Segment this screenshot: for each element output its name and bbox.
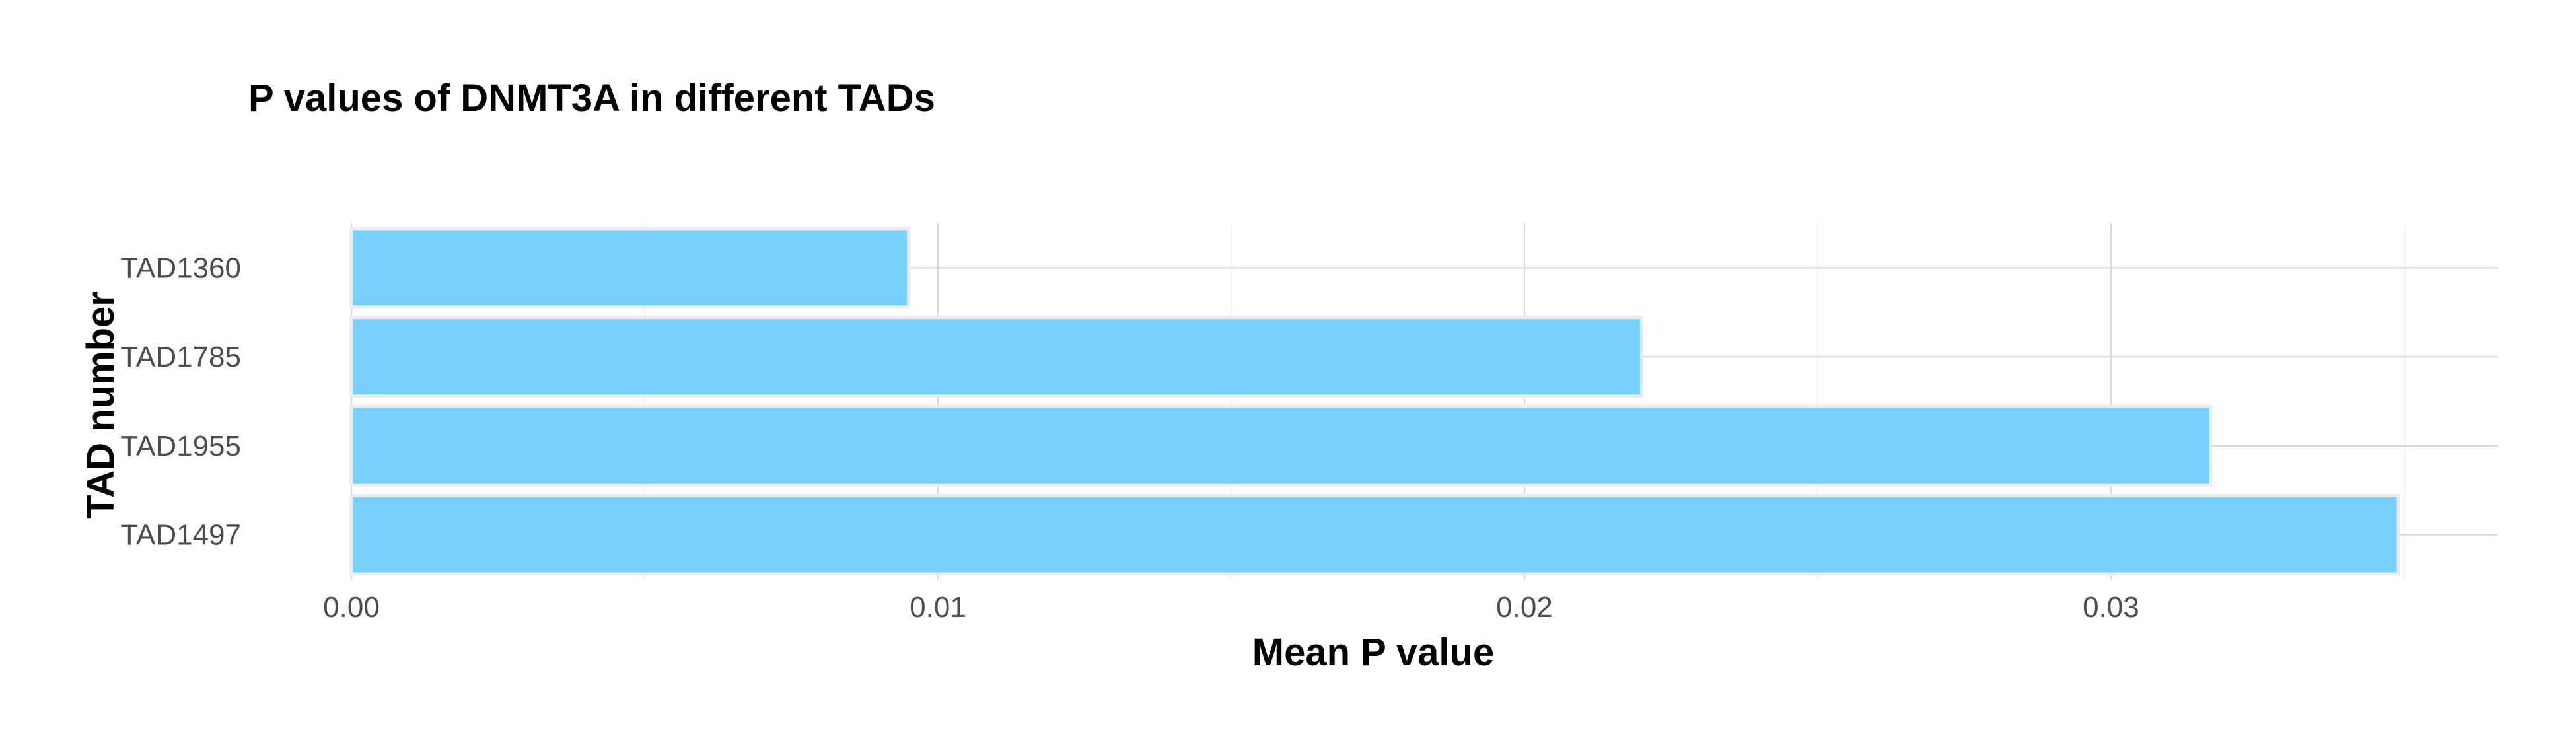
y-tick-labels: TAD1360 TAD1785 TAD1955 TAD1497 [120,252,241,551]
y-tick-label: TAD1955 [120,430,241,462]
x-axis-title: Mean P value [1252,631,1494,674]
x-tick-label: 0.01 [910,591,966,624]
y-tick-label: TAD1360 [120,252,241,284]
bar-tad1955 [349,405,2213,487]
y-tick-label: TAD1497 [120,519,241,552]
chart-title: P values of DNMT3A in different TADs [248,77,935,120]
bar-tad1497 [349,493,2400,576]
bar-tad1785 [349,316,1644,398]
x-tick-label: 0.02 [1496,591,1553,624]
x-tick-label: 0.00 [323,591,380,624]
bar-tad1360 [349,227,911,309]
x-tick-labels: 0.00 0.01 0.02 0.03 [323,591,2139,624]
x-tick-label: 0.03 [2083,591,2139,624]
bar-layer [349,227,2400,576]
y-axis-title: TAD number [79,291,122,519]
y-tick-label: TAD1785 [120,341,241,373]
